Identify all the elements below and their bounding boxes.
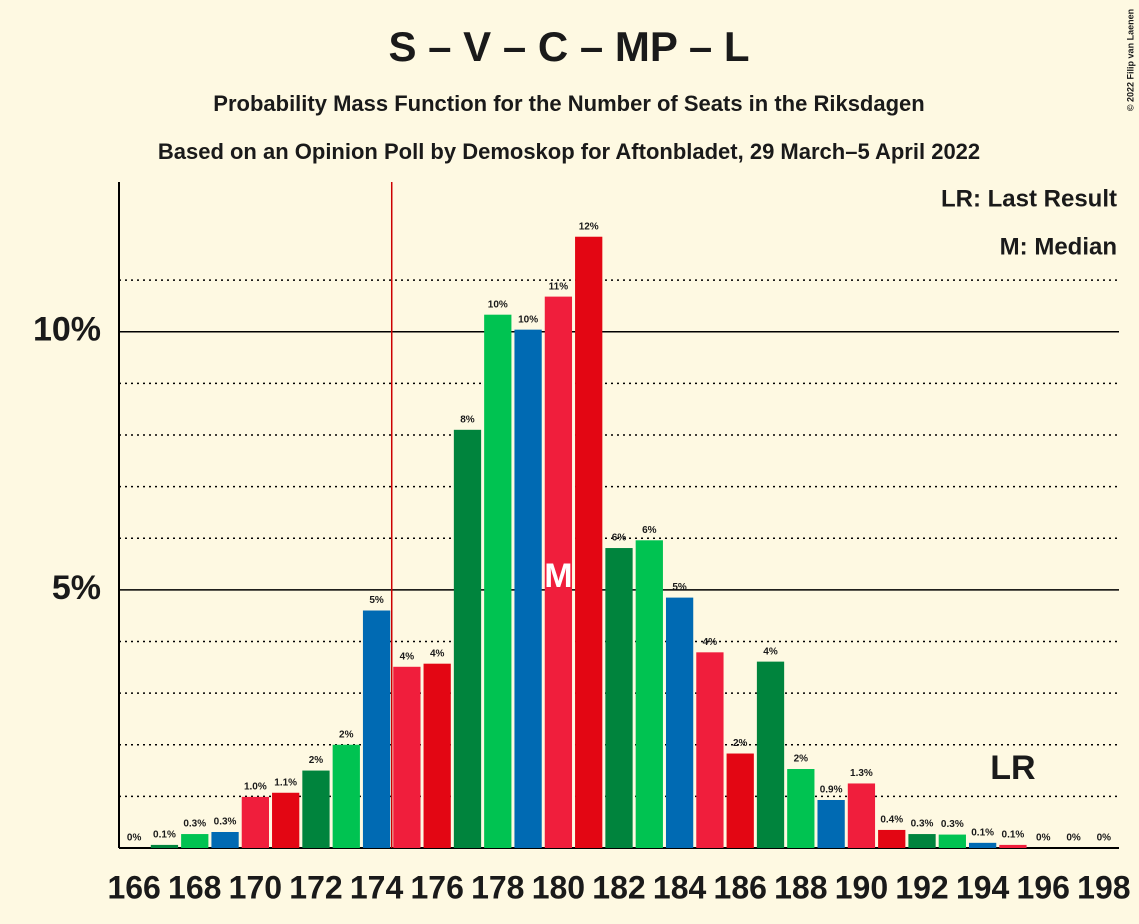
x-tick-label: 198	[1077, 869, 1130, 905]
value-label: 0.4%	[880, 815, 903, 826]
bar	[362, 610, 391, 848]
bar	[150, 844, 179, 848]
bar	[272, 792, 300, 848]
bar	[969, 842, 997, 848]
x-tick-label: 184	[653, 869, 707, 905]
bar	[938, 834, 966, 848]
value-label: 12%	[579, 221, 599, 232]
x-tick-label: 174	[350, 869, 404, 905]
value-label: 0%	[127, 833, 142, 844]
value-label: 2%	[794, 754, 809, 765]
legend-entry: LR: Last Result	[941, 185, 1117, 212]
subtitle: Based on an Opinion Poll by Demoskop for…	[158, 139, 980, 164]
value-label: 0.3%	[911, 819, 934, 830]
value-label: 1.3%	[850, 768, 873, 779]
bar	[756, 661, 785, 848]
x-tick-label: 190	[835, 869, 888, 905]
bar	[302, 770, 330, 848]
bar	[211, 831, 239, 848]
bar	[514, 329, 542, 848]
value-label: 1.1%	[274, 777, 297, 788]
value-label: 4%	[400, 651, 415, 662]
value-label: 5%	[672, 582, 687, 593]
bar	[423, 663, 451, 848]
value-label: 0.1%	[153, 830, 176, 841]
value-label: 0.3%	[214, 817, 237, 828]
x-tick-label: 168	[168, 869, 221, 905]
x-tick-label: 180	[532, 869, 585, 905]
value-label: 2%	[339, 729, 354, 740]
value-label: 0%	[1097, 833, 1112, 844]
bar	[635, 540, 663, 848]
bar	[605, 548, 633, 848]
value-label: 4%	[763, 646, 778, 657]
bar	[999, 844, 1027, 848]
y-tick-label: 5%	[52, 569, 101, 607]
x-tick-label: 196	[1017, 869, 1070, 905]
value-label: 0.3%	[941, 819, 964, 830]
bar	[241, 796, 269, 848]
y-tick-label: 10%	[33, 311, 101, 349]
value-label: 0%	[1036, 833, 1051, 844]
value-label: 10%	[518, 314, 538, 325]
x-tick-label: 194	[956, 869, 1010, 905]
bar	[484, 314, 512, 848]
value-label: 0%	[1066, 833, 1081, 844]
legend-entry: M: Median	[1000, 233, 1117, 260]
value-label: 2%	[733, 738, 748, 749]
value-label: 6%	[642, 525, 657, 536]
x-tick-label: 170	[229, 869, 282, 905]
bar	[181, 834, 209, 848]
value-label: 1.0%	[244, 782, 267, 793]
value-label: 8%	[460, 414, 475, 425]
bar	[847, 783, 876, 848]
subtitle: Probability Mass Function for the Number…	[213, 91, 924, 116]
bar	[332, 744, 360, 848]
x-tick-label: 182	[592, 869, 645, 905]
chart-title: S – V – C – MP – L	[388, 23, 749, 70]
copyright: © 2022 Filip van Laenen	[1125, 9, 1135, 111]
bar	[544, 296, 573, 848]
value-label: 0.1%	[971, 827, 994, 838]
bar	[787, 769, 815, 848]
value-label: 4%	[430, 648, 445, 659]
x-tick-label: 172	[289, 869, 342, 905]
x-tick-label: 192	[895, 869, 948, 905]
bar	[575, 236, 603, 848]
value-label: 0.1%	[1002, 830, 1025, 841]
median-label: M	[544, 557, 572, 595]
value-label: 2%	[309, 755, 324, 766]
bar	[908, 834, 936, 848]
value-label: 11%	[549, 281, 569, 292]
bar	[393, 666, 421, 848]
last-result-label: LR	[990, 749, 1035, 787]
x-tick-label: 186	[714, 869, 767, 905]
value-label: 10%	[488, 299, 508, 310]
x-tick-label: 178	[471, 869, 524, 905]
x-tick-label: 166	[107, 869, 160, 905]
x-tick-label: 176	[410, 869, 463, 905]
value-label: 0.9%	[820, 785, 843, 796]
value-label: 6%	[612, 533, 627, 544]
value-label: 5%	[369, 595, 384, 606]
value-label: 4%	[703, 637, 718, 648]
x-tick-label: 188	[774, 869, 827, 905]
value-label: 0.3%	[183, 819, 206, 830]
bar	[726, 753, 754, 848]
bar	[817, 799, 845, 848]
bar	[453, 429, 482, 848]
bar	[665, 597, 694, 848]
bar	[696, 652, 724, 848]
bar	[878, 829, 906, 848]
